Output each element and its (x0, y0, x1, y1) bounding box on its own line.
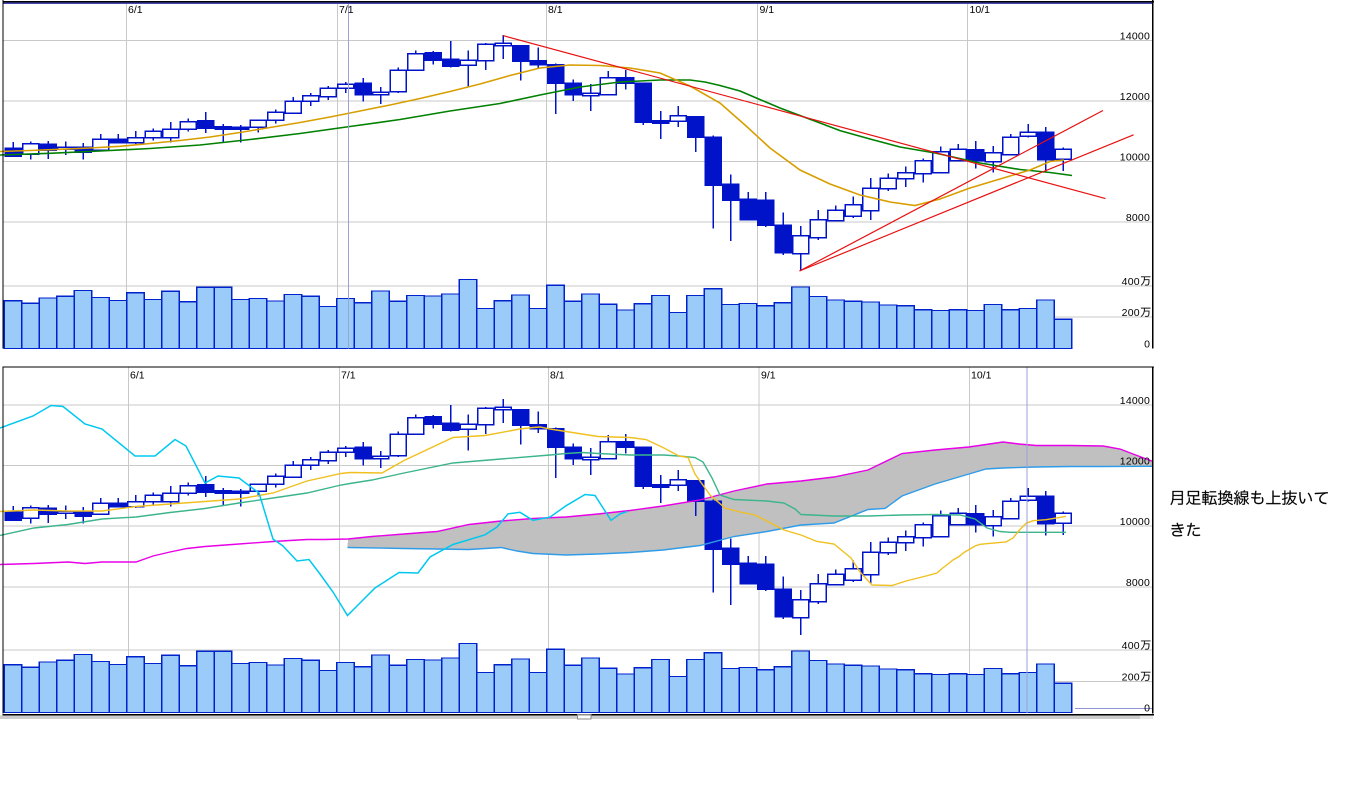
svg-text:8000: 8000 (1126, 577, 1150, 589)
svg-text:0: 0 (1144, 339, 1150, 351)
svg-text:6/1: 6/1 (128, 4, 143, 16)
svg-text:7/1: 7/1 (339, 4, 354, 16)
svg-text:14000: 14000 (1120, 31, 1150, 43)
svg-text:10/1: 10/1 (970, 4, 991, 16)
svg-text:200: 200 (1122, 671, 1140, 683)
svg-text:8/1: 8/1 (548, 4, 563, 16)
svg-text:12000: 12000 (1120, 456, 1150, 468)
svg-text:400: 400 (1122, 276, 1140, 288)
svg-text:10/1: 10/1 (971, 370, 992, 382)
svg-text:12000: 12000 (1120, 91, 1150, 103)
svg-text:7/1: 7/1 (341, 370, 356, 382)
svg-text:14000: 14000 (1120, 395, 1150, 407)
svg-text:8000: 8000 (1126, 212, 1150, 224)
svg-text:6/1: 6/1 (130, 370, 145, 382)
svg-text:9/1: 9/1 (761, 370, 776, 382)
svg-text:400: 400 (1122, 640, 1140, 652)
svg-text:8/1: 8/1 (550, 370, 565, 382)
svg-text:200: 200 (1122, 307, 1140, 319)
svg-text:0: 0 (1144, 703, 1150, 715)
svg-text:10000: 10000 (1120, 516, 1150, 528)
svg-text:10000: 10000 (1120, 152, 1150, 164)
svg-text:9/1: 9/1 (760, 4, 775, 16)
